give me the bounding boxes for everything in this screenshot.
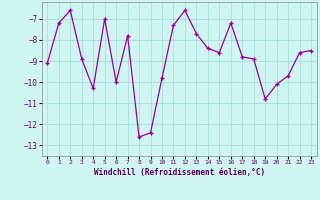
X-axis label: Windchill (Refroidissement éolien,°C): Windchill (Refroidissement éolien,°C) (94, 168, 265, 177)
